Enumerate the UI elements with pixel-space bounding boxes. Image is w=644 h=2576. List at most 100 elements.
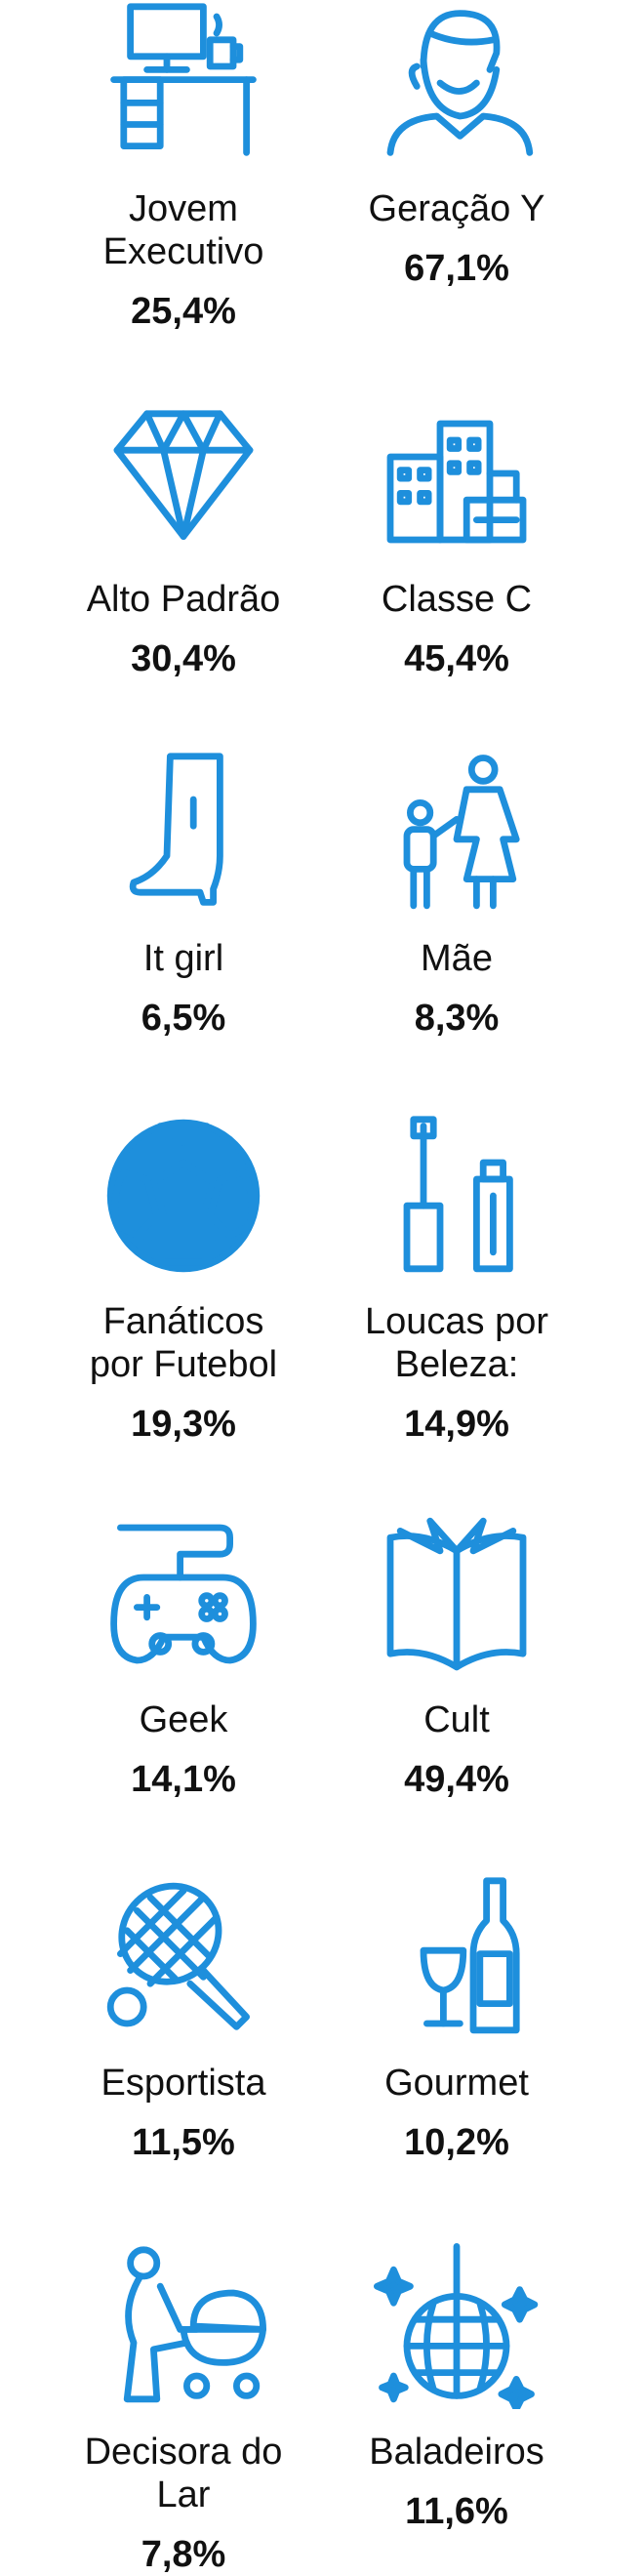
- label-line: Decisora do: [84, 2432, 283, 2473]
- icon-shape: [183, 2372, 211, 2399]
- icon-shape: [186, 1967, 250, 2030]
- icon-shape: [156, 1123, 211, 1146]
- profile-label: Classe C: [382, 578, 532, 621]
- icon-shape: [211, 1605, 228, 1622]
- profile-icon: [403, 755, 520, 910]
- icon-shape: [396, 467, 413, 482]
- profile-percentage: 6,5%: [141, 998, 226, 1039]
- label-line: It girl: [142, 938, 224, 979]
- profile-icon: [386, 10, 534, 156]
- profile-card: Fanáticos por Futebol 19,3%: [37, 1113, 330, 1446]
- label-line: Executivo: [102, 231, 264, 272]
- profile-card: Mãe 8,3%: [310, 750, 603, 1040]
- profile-icon: [113, 410, 254, 540]
- label-line: Loucas por: [364, 1301, 548, 1342]
- label-line: Alto Padrão: [86, 579, 281, 620]
- icon-shape: [106, 1119, 261, 1273]
- label-line: Cult: [423, 1699, 490, 1740]
- profile-percentage: 67,1%: [404, 248, 509, 289]
- profile-card: Esportista 11,5%: [37, 1874, 330, 2164]
- icon-shape: [134, 1594, 161, 1621]
- profile-card: It girl 6,5%: [37, 750, 330, 1040]
- profile-percentage: 10,2%: [404, 2122, 509, 2163]
- label-line: Geração Y: [368, 188, 545, 229]
- icon-shape: [446, 436, 463, 452]
- icon-shape: [420, 1946, 467, 1994]
- profile-label: Cult: [423, 1698, 490, 1741]
- profile-icon: [420, 1877, 520, 2034]
- icon-shape: [466, 436, 482, 452]
- profile-percentage: 25,4%: [131, 291, 236, 332]
- profile-label: Gourmet: [384, 2062, 529, 2105]
- icon-shape: [111, 1123, 256, 1266]
- icon-shape: [410, 1116, 437, 1140]
- icon-shape: [486, 470, 520, 504]
- label-line: Classe C: [381, 579, 533, 620]
- icon-shape: [213, 13, 222, 37]
- label-line: Lar: [156, 2474, 211, 2515]
- profile-percentage: 49,4%: [404, 1759, 509, 1800]
- profile-card: Classe C 45,4%: [310, 390, 603, 680]
- profile-label: Geek: [140, 1698, 228, 1741]
- icon-shape: [160, 446, 207, 540]
- profile-label: Geração Y: [369, 187, 545, 230]
- icon-shape: [498, 2376, 535, 2409]
- icon-shape: [417, 490, 432, 506]
- icon-shape: [191, 1632, 216, 1656]
- profile-card: Loucas por Beleza: 14,9%: [310, 1113, 603, 1446]
- profile-card: Geração Y 67,1%: [310, 0, 603, 290]
- profile-card: Decisora do Lar 7,8%: [37, 2243, 330, 2576]
- profile-label: Esportista: [101, 2062, 266, 2105]
- icon-shape: [469, 1877, 520, 2034]
- profile-card: Alto Padrão 30,4%: [37, 390, 330, 680]
- icon-shape: [417, 467, 432, 482]
- profile-percentage: 19,3%: [131, 1404, 236, 1445]
- icon-shape: [143, 1212, 223, 1266]
- profile-label: Jovem Executivo: [103, 187, 264, 273]
- profile-label: Loucas por Beleza:: [365, 1300, 548, 1386]
- profile-icon: [403, 1116, 513, 1273]
- profile-card: Geek 14,1%: [37, 1511, 330, 1801]
- icon-shape: [198, 1592, 216, 1610]
- profile-label: Mãe: [421, 937, 493, 980]
- profile-label: Baladeiros: [369, 2431, 544, 2474]
- icon-shape: [110, 1574, 257, 1664]
- icon-shape: [426, 29, 497, 46]
- profile-percentage: 30,4%: [131, 638, 236, 679]
- profile-icon: [110, 1524, 257, 1664]
- icon-shape: [453, 786, 520, 882]
- profile-icon: [374, 2243, 539, 2409]
- profile-label: It girl: [143, 937, 223, 980]
- label-line: Jovem: [129, 188, 238, 229]
- profile-percentage: 14,9%: [404, 1404, 509, 1445]
- profile-percentage: 45,4%: [404, 638, 509, 679]
- profile-icon: [106, 1882, 250, 2030]
- icon-shape: [233, 2372, 261, 2399]
- label-line: Baladeiros: [369, 2432, 544, 2473]
- icon-shape: [429, 816, 461, 839]
- profile-icon: [123, 2246, 266, 2403]
- icon-shape: [113, 410, 254, 540]
- label-line: Fanáticos: [102, 1301, 264, 1342]
- profile-icon: [129, 753, 223, 906]
- icon-shape: [466, 460, 482, 475]
- icon-shape: [211, 1592, 228, 1610]
- icon-shape: [374, 2266, 414, 2307]
- icon-shape: [180, 2326, 266, 2366]
- icon-shape: [148, 1632, 173, 1656]
- profile-card: Jovem Executivo 25,4%: [37, 0, 330, 333]
- profile-percentage: 14,1%: [131, 1759, 236, 1800]
- label-line: Mãe: [421, 938, 493, 979]
- profile-icon: [110, 3, 257, 156]
- label-line: Beleza:: [394, 1344, 519, 1385]
- icon-shape: [476, 1950, 513, 2007]
- profile-label: Fanáticos por Futebol: [90, 1300, 277, 1386]
- icon-shape: [446, 460, 463, 475]
- icon-shape: [150, 1159, 217, 1219]
- profile-card: Baladeiros 11,6%: [310, 2243, 603, 2533]
- profile-card: Gourmet 10,2%: [310, 1874, 603, 2164]
- profile-percentage: 7,8%: [141, 2534, 226, 2575]
- icon-shape: [408, 62, 421, 90]
- profile-card: Cult 49,4%: [310, 1511, 603, 1801]
